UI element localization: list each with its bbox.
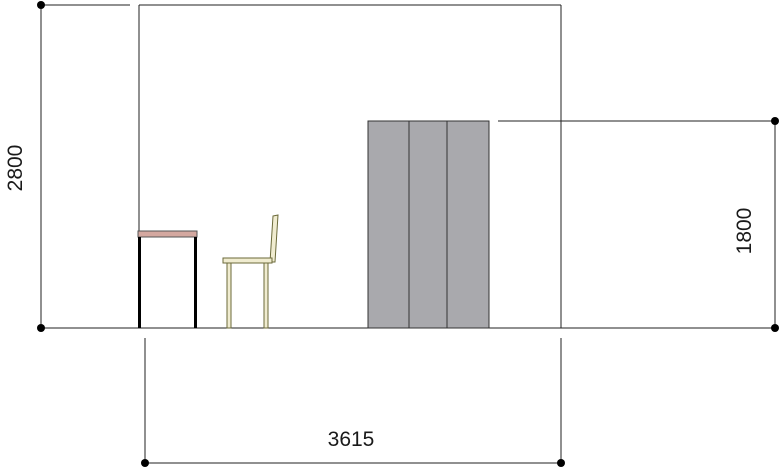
chair: [222, 214, 279, 329]
dimension-room-width: 3615: [141, 338, 565, 467]
desk-top: [137, 230, 198, 238]
chair-leg-back: [263, 262, 269, 329]
cabinet: [367, 120, 490, 329]
cabinet-panel-3: [446, 120, 490, 329]
dim-endpoint-top-left: [37, 1, 45, 9]
chair-leg-front: [226, 262, 232, 329]
desk: [137, 230, 198, 328]
dim-endpoint-top-right: [771, 117, 779, 125]
dim-label-cabinet-height: 1800: [733, 208, 756, 255]
chair-backrest: [269, 214, 279, 263]
chair-seat: [222, 257, 273, 264]
dimension-room-height: 2800: [4, 1, 130, 332]
cabinet-panel-2: [408, 120, 448, 329]
desk-leg-left: [138, 237, 141, 328]
dim-label-room-width: 3615: [328, 428, 375, 451]
dim-endpoint-bottom-right: [771, 324, 779, 332]
cabinet-panel-1: [367, 120, 410, 329]
dimension-cabinet-height: 1800: [498, 117, 779, 332]
dim-endpoint-bottom-left: [37, 324, 45, 332]
desk-leg-right: [194, 237, 197, 328]
dim-label-room-height: 2800: [4, 145, 27, 192]
dim-endpoint-bottom-left-h: [141, 459, 149, 467]
dim-endpoint-bottom-right-h: [557, 459, 565, 467]
